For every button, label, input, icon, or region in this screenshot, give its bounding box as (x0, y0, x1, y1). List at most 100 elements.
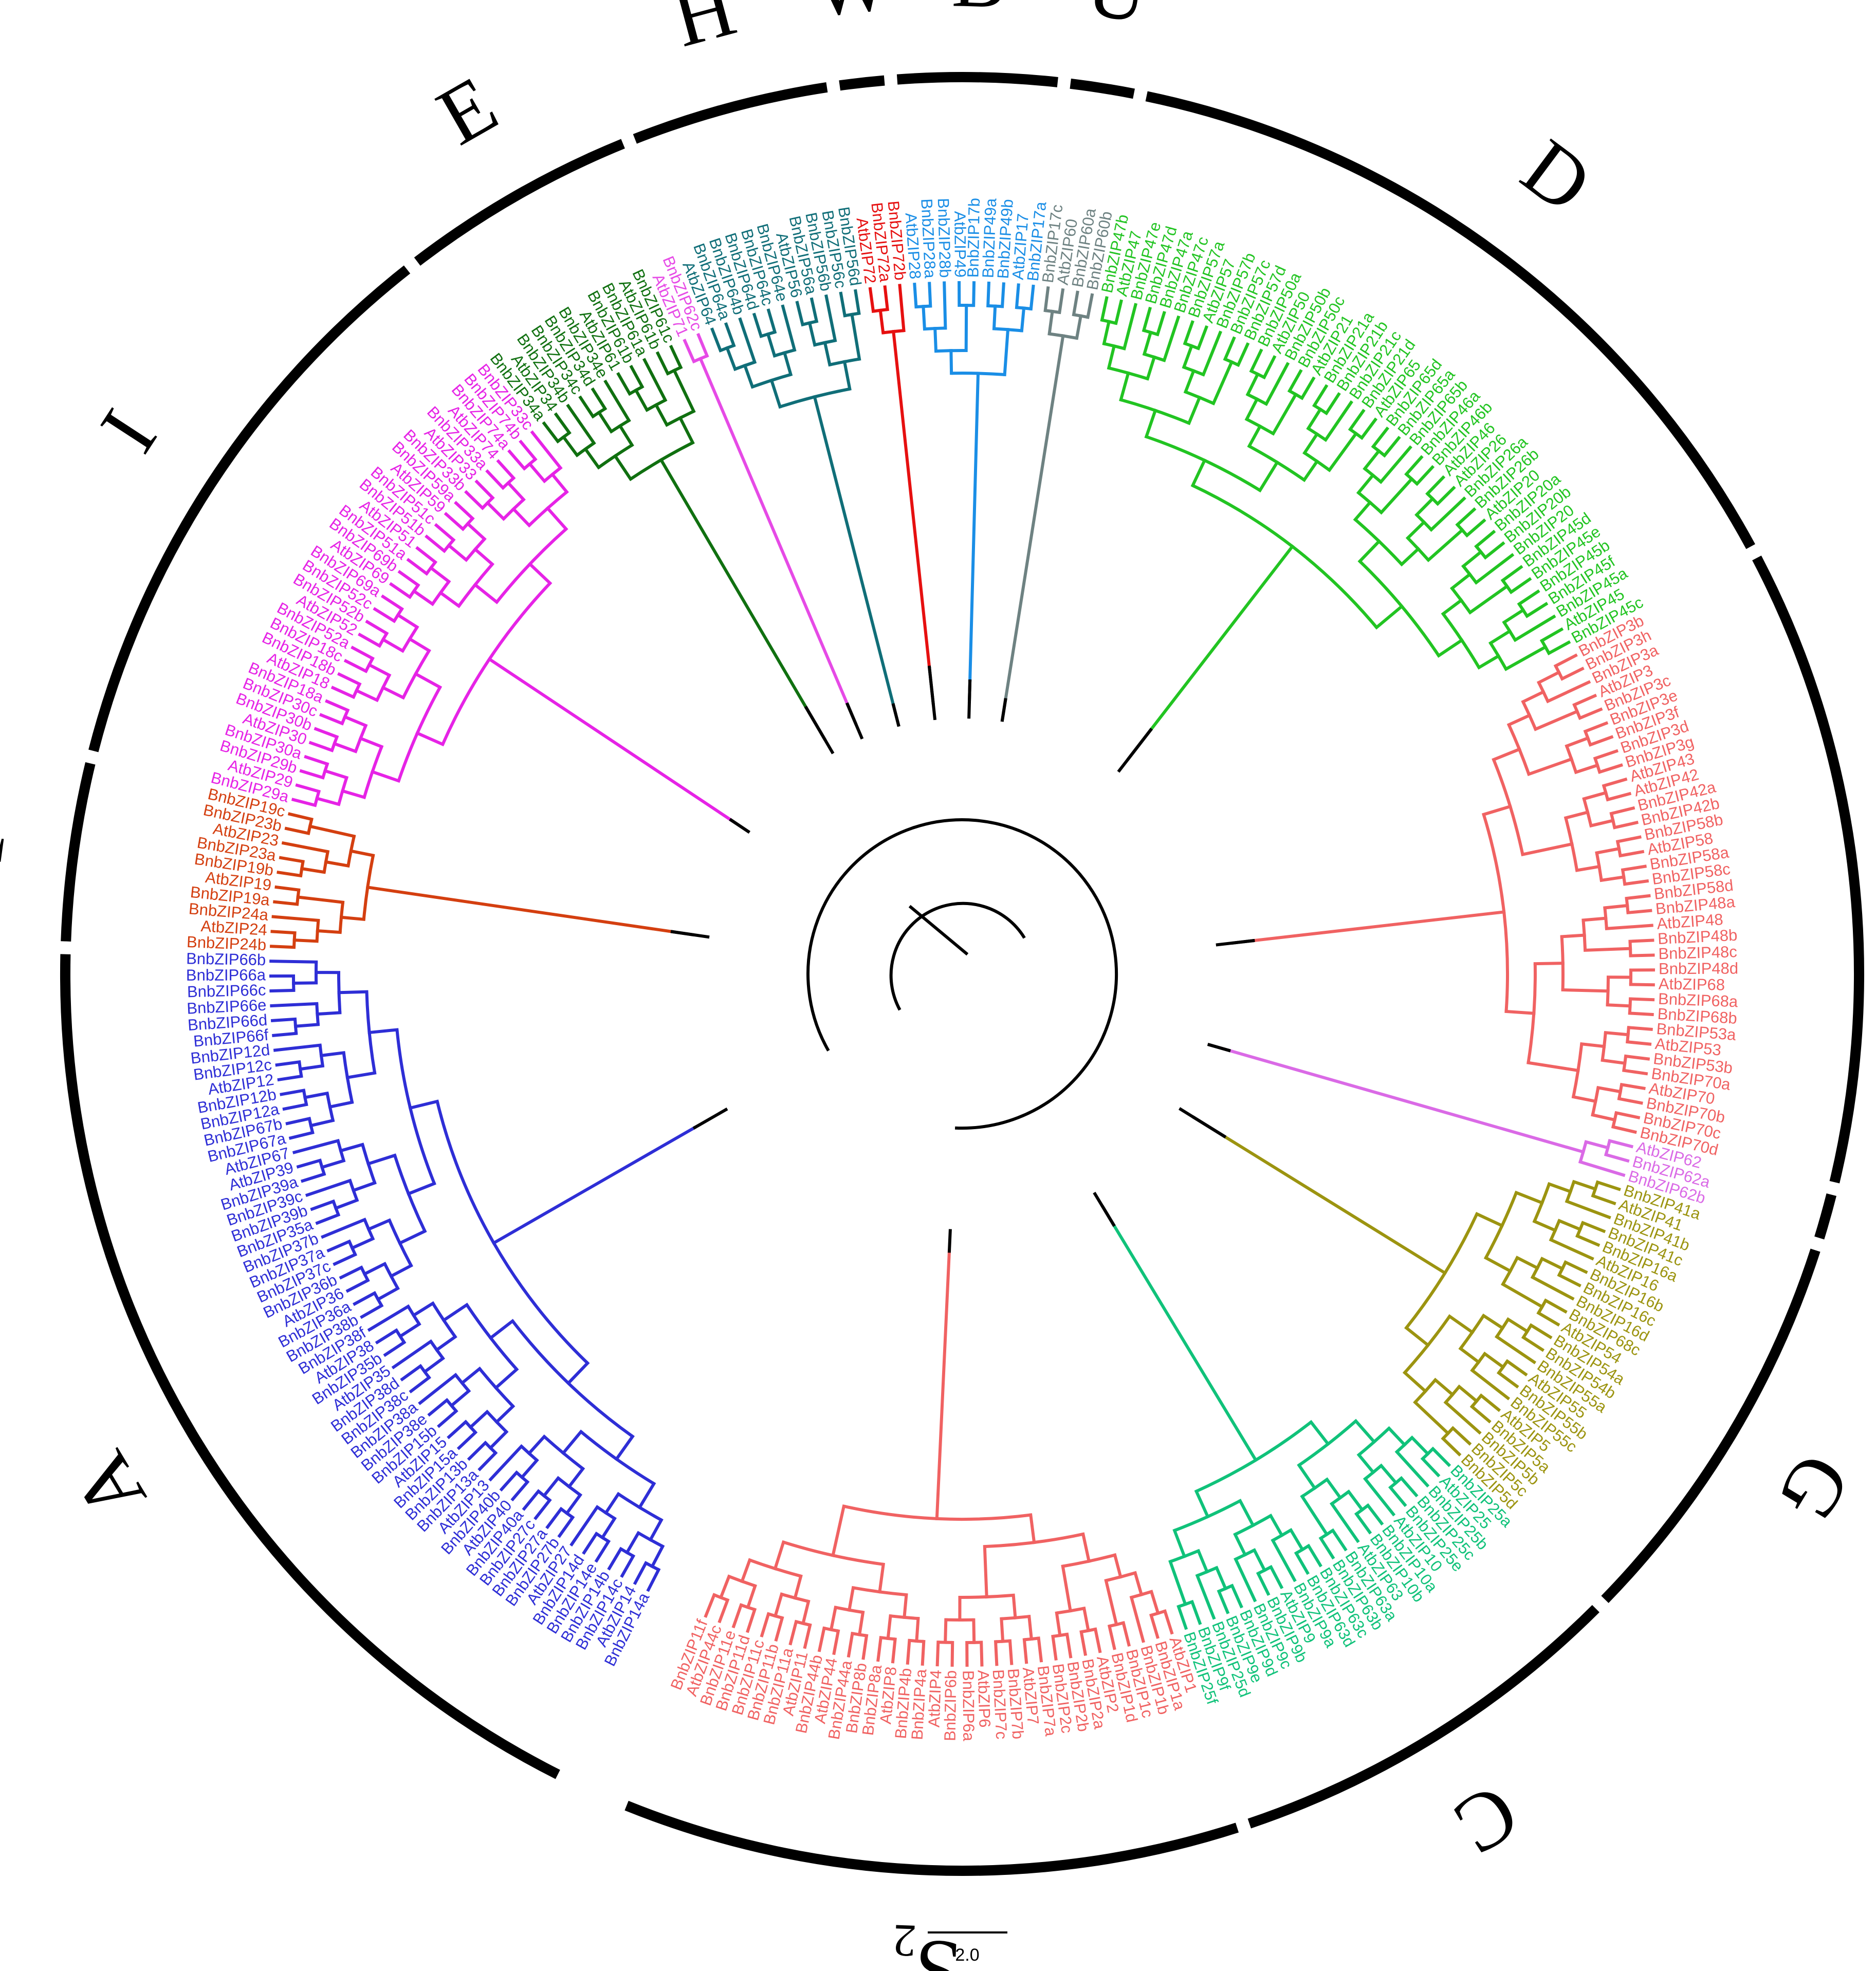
tree-branch (485, 501, 506, 521)
tree-branch (325, 699, 350, 712)
tree-branch (1564, 810, 1590, 820)
tree-branch (1196, 1549, 1209, 1574)
tree-branch (1363, 449, 1382, 471)
tree-branch (456, 1430, 478, 1450)
group-letter: V (1869, 1202, 1876, 1284)
tree-branch (1449, 572, 1472, 591)
tree-branch (1196, 325, 1209, 351)
tree-branch (545, 506, 568, 531)
tree-branch (1601, 1058, 1627, 1065)
tree-branch (1584, 1140, 1610, 1150)
tree-branch (1572, 1180, 1597, 1191)
tree-branch (1627, 1026, 1653, 1031)
backbone-branch (804, 706, 827, 741)
tree-branch (1441, 1436, 1462, 1457)
tree-branch (1582, 790, 1608, 801)
tree-branch (1072, 290, 1079, 317)
tree-branch (1575, 864, 1601, 872)
tree-branch (634, 388, 649, 412)
tree-branch (1529, 1323, 1553, 1339)
tree-branch (370, 769, 401, 783)
leaf-label: BnbZIP66c (187, 981, 266, 1001)
tree-branch (810, 297, 819, 323)
tree-branch (1402, 1370, 1428, 1394)
group-letter: G (1760, 1439, 1869, 1537)
group-label-w: W (807, 0, 895, 34)
tree-branch (906, 1638, 911, 1665)
group-letter: F (0, 809, 24, 867)
tree-branch (422, 1356, 445, 1374)
tree-branch (1329, 1501, 1360, 1543)
tree-branch (1622, 1069, 1648, 1076)
tree-branch (1399, 1476, 1419, 1498)
tree-branch (429, 565, 451, 584)
tree-branch (600, 1516, 617, 1540)
tree-branch (506, 481, 526, 502)
tree-branch (425, 534, 447, 554)
tree-branch (464, 490, 485, 510)
tree-branch (983, 1544, 988, 1599)
tree-branch (409, 1375, 432, 1394)
group-label-h: H (664, 0, 745, 64)
tree-branch (1287, 369, 1303, 393)
tree-branch (1579, 1042, 1606, 1048)
tree-branch (1593, 749, 1619, 761)
tree-branch (1055, 1611, 1062, 1637)
tree-branch (578, 395, 595, 419)
tree-branch (566, 1361, 590, 1386)
tree-branch (287, 812, 314, 821)
tree-branch (1526, 757, 1574, 777)
tree-branch (1249, 348, 1263, 373)
tree-branch (1481, 804, 1513, 817)
tree-branch (1029, 284, 1035, 311)
tree-branch (1252, 1548, 1267, 1573)
tree-branch (1129, 1595, 1145, 1643)
tree-branch (646, 1568, 661, 1592)
tree-branch (281, 841, 330, 854)
tree-branch (613, 454, 633, 482)
tree-branch (1481, 1313, 1505, 1331)
group-label-v: V (1869, 1202, 1876, 1284)
tree-branch (309, 1118, 335, 1128)
tree-branch (530, 430, 563, 470)
tree-branch (1504, 644, 1548, 671)
tree-branch (288, 1131, 315, 1140)
tree-branch (493, 1367, 519, 1390)
tree-branch (1578, 1160, 1626, 1177)
tree-branch (1560, 667, 1585, 681)
tree-branch (561, 1429, 583, 1456)
leaf-label: AtbZIP49 (951, 211, 969, 278)
tree-branch (1612, 820, 1639, 830)
leaf-label: BnbZIP66a (186, 966, 266, 984)
tree-branch (1354, 1512, 1372, 1535)
tree-branch (1302, 459, 1319, 483)
tree-branch (1514, 1190, 1544, 1205)
tree-branch (275, 1060, 301, 1067)
leaf-label: BnbZIP49a (979, 197, 1000, 278)
tree-branch (1574, 763, 1599, 775)
tree-branch (1502, 607, 1525, 625)
tree-branch (284, 826, 310, 835)
tree-branch (296, 1158, 322, 1169)
tree-branch (1003, 327, 1010, 377)
tree-branch (1163, 1609, 1174, 1635)
tree-branch (1268, 1564, 1284, 1590)
tree-branch (594, 1539, 611, 1563)
root-branch (908, 905, 969, 956)
tree-branch (319, 713, 344, 726)
tree-branch (1483, 1256, 1513, 1274)
tree-branch (566, 403, 596, 446)
tree-branch (672, 368, 696, 414)
tree-branch (465, 521, 487, 541)
tree-branch (1611, 1125, 1637, 1134)
tree-branch (277, 1074, 303, 1082)
tree-branch (1596, 1085, 1623, 1094)
tree-branches (269, 281, 1656, 1667)
tree-branch (994, 1640, 999, 1666)
tree-branch (1524, 602, 1549, 618)
tree-branch (760, 1612, 770, 1638)
tree-branch (683, 339, 696, 364)
tree-branch (367, 1028, 399, 1035)
tree-branch (1479, 1393, 1501, 1412)
